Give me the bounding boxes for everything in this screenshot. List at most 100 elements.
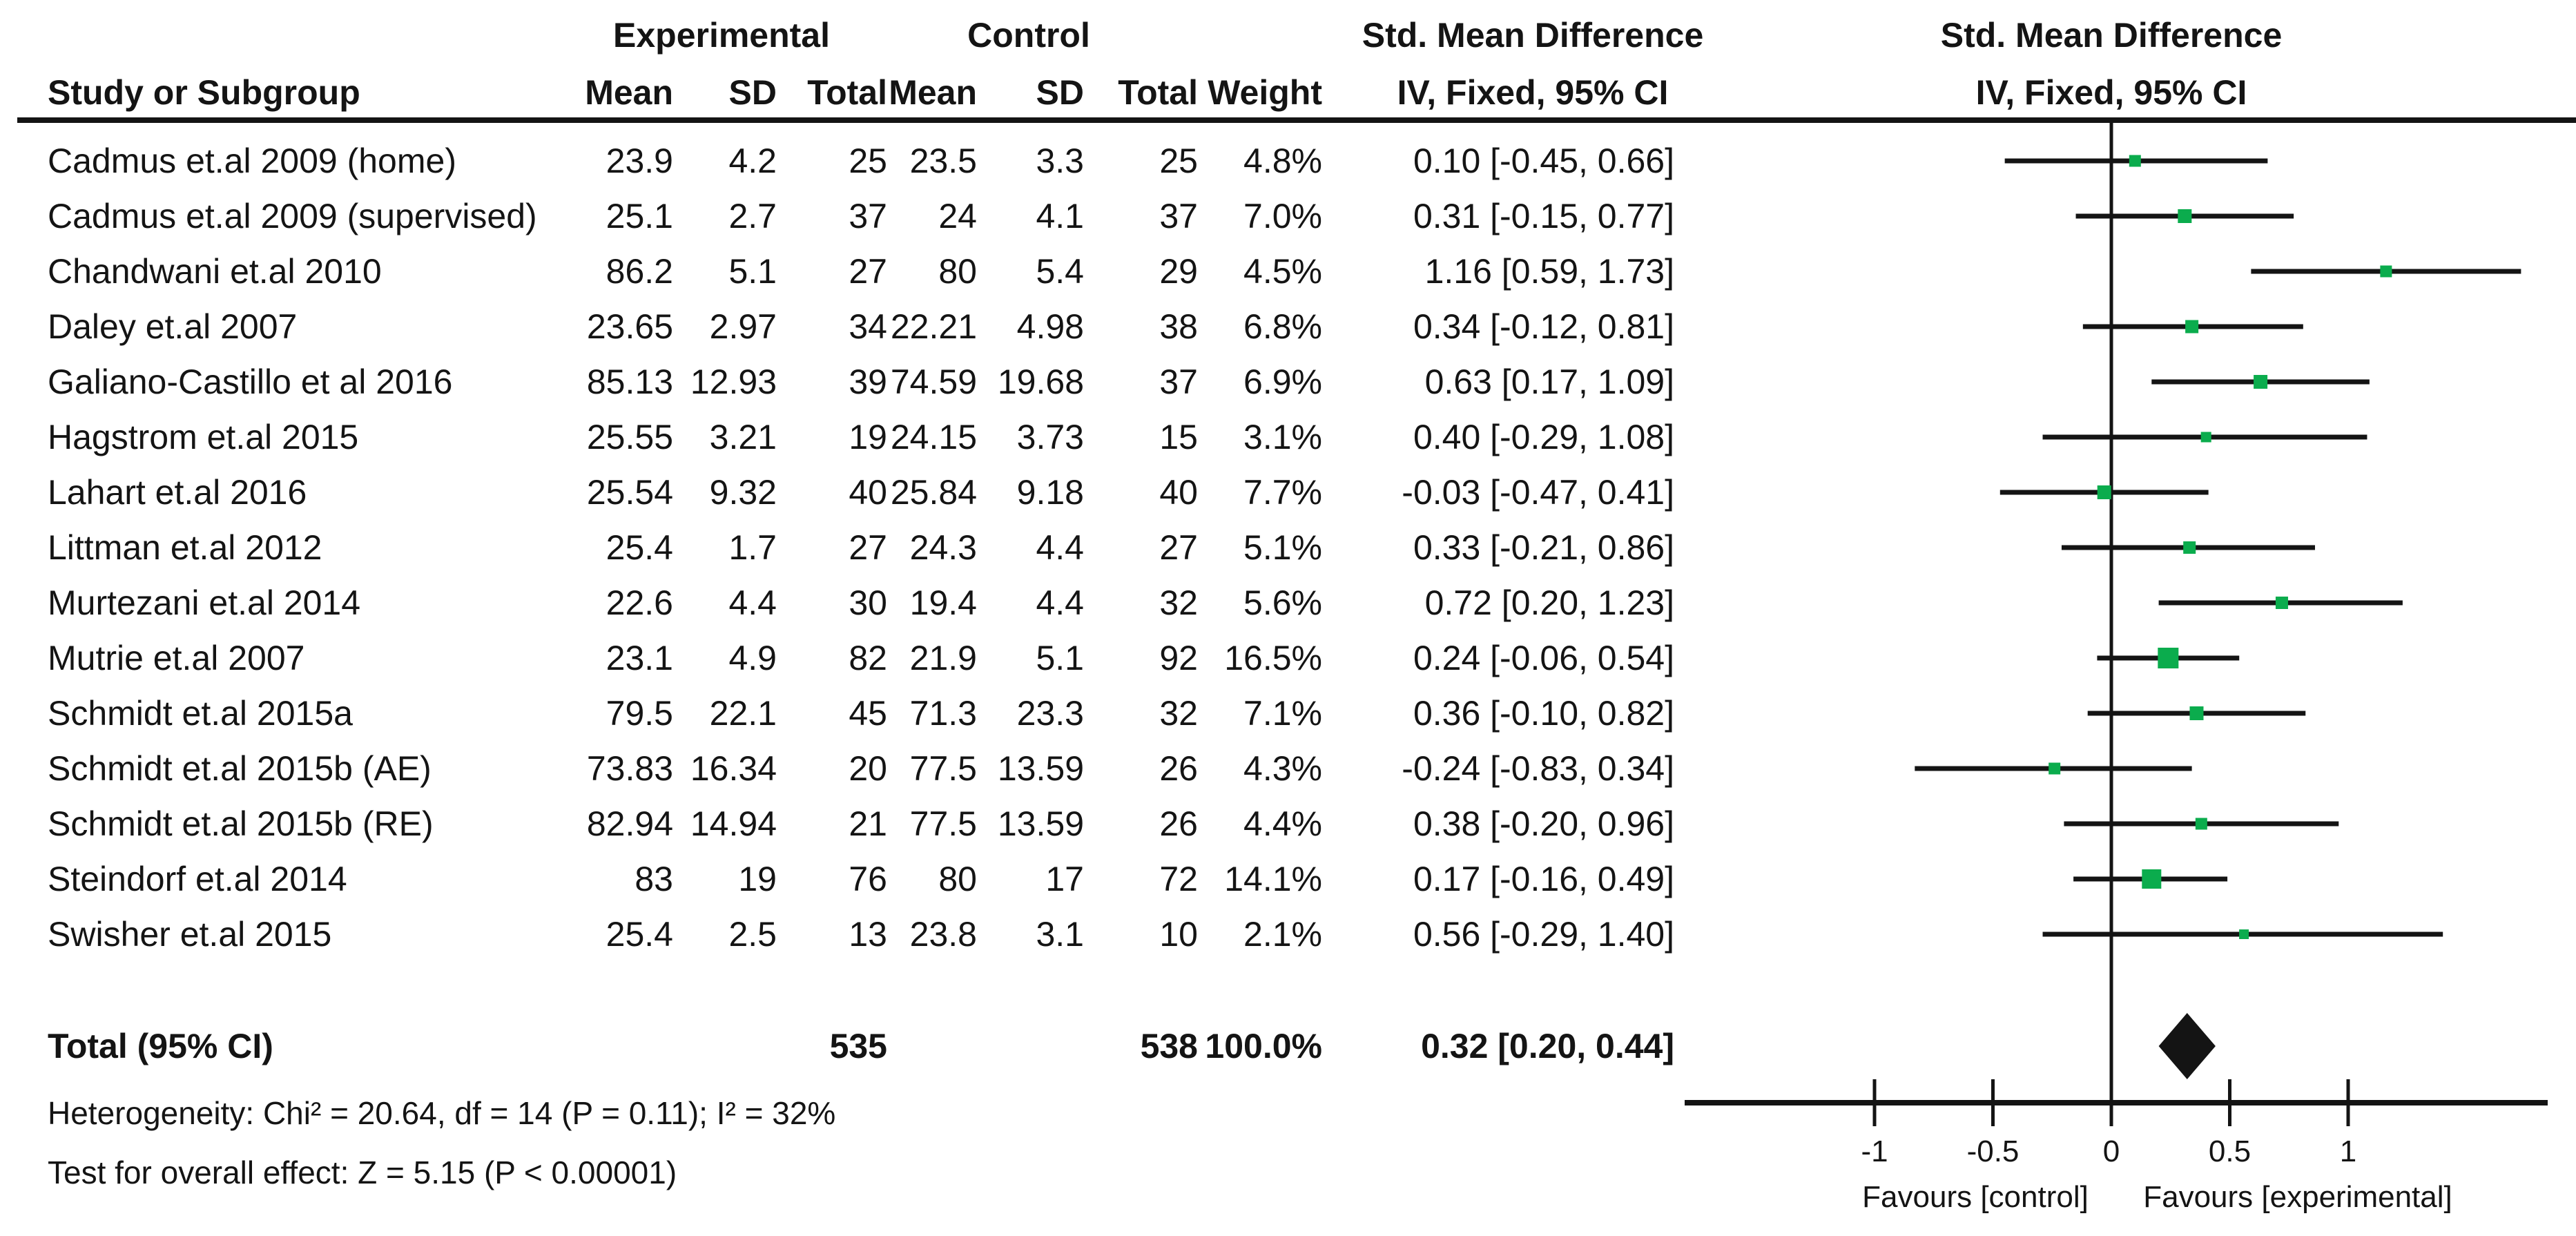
cell-experimental-sd: 16.34 bbox=[690, 749, 777, 788]
total-row: Total (95% CI) 535 538 100.0% 0.32 [0.20… bbox=[0, 1018, 2576, 1074]
cell-control-total: 26 bbox=[1159, 749, 1198, 788]
cell-experimental-sd: 19 bbox=[738, 860, 777, 898]
cell-experimental-mean: 85.13 bbox=[586, 363, 673, 401]
cell-ci-text: 1.16 [0.59, 1.73] bbox=[1424, 252, 1674, 291]
cell-control-sd: 13.59 bbox=[997, 804, 1084, 843]
cell-experimental-total: 27 bbox=[849, 528, 887, 567]
table-row: Littman et.al 2012 25.4 1.7 27 24.3 4.4 … bbox=[0, 520, 2576, 575]
cell-weight: 4.8% bbox=[1243, 142, 1322, 180]
cell-control-sd: 19.68 bbox=[997, 363, 1084, 401]
cell-experimental-sd: 1.7 bbox=[728, 528, 777, 567]
cell-weight: 4.4% bbox=[1243, 804, 1322, 843]
cell-ci-text: 0.38 [-0.20, 0.96] bbox=[1413, 804, 1674, 843]
cell-control-sd: 13.59 bbox=[997, 749, 1084, 788]
column-header-total-control: Total bbox=[1118, 73, 1198, 112]
cell-control-mean: 80 bbox=[938, 252, 977, 291]
cell-experimental-mean: 83 bbox=[635, 860, 673, 898]
cell-control-total: 25 bbox=[1159, 142, 1198, 180]
cell-experimental-mean: 22.6 bbox=[606, 583, 673, 622]
total-control-n: 538 bbox=[1140, 1027, 1198, 1065]
cell-experimental-total: 20 bbox=[849, 749, 887, 788]
cell-experimental-mean: 25.4 bbox=[606, 915, 673, 954]
cell-control-sd: 17 bbox=[1045, 860, 1084, 898]
axis-tick bbox=[2346, 1079, 2350, 1126]
axis-tick-label: 0.5 bbox=[2209, 1134, 2251, 1168]
cell-control-total: 38 bbox=[1159, 307, 1198, 346]
cell-ci-text: 0.56 [-0.29, 1.40] bbox=[1413, 915, 1674, 954]
cell-control-mean: 80 bbox=[938, 860, 977, 898]
cell-experimental-total: 39 bbox=[849, 363, 887, 401]
column-header-mean-control: Mean bbox=[889, 73, 977, 112]
header-rule bbox=[17, 117, 2576, 123]
group-header-smd-text: Std. Mean Difference bbox=[1362, 16, 1704, 55]
cell-control-mean: 24 bbox=[938, 197, 977, 235]
cell-control-total: 26 bbox=[1159, 804, 1198, 843]
cell-control-mean: 22.21 bbox=[890, 307, 977, 346]
column-header-sd-experimental: SD bbox=[728, 73, 777, 112]
cell-experimental-total: 45 bbox=[849, 694, 887, 733]
table-row: Steindorf et.al 2014 83 19 76 80 17 72 1… bbox=[0, 851, 2576, 907]
cell-experimental-total: 19 bbox=[849, 418, 887, 456]
axis-tick bbox=[1991, 1079, 1995, 1126]
cell-weight: 16.5% bbox=[1224, 639, 1322, 677]
group-header-smd-plot: Std. Mean Difference bbox=[1940, 16, 2283, 55]
cell-control-sd: 4.98 bbox=[1016, 307, 1084, 346]
cell-study-name: Murtezani et.al 2014 bbox=[48, 583, 361, 622]
cell-control-sd: 3.3 bbox=[1036, 142, 1084, 180]
cell-weight: 5.6% bbox=[1243, 583, 1322, 622]
cell-ci-text: 0.72 [0.20, 1.23] bbox=[1424, 583, 1674, 622]
group-header-control: Control bbox=[967, 16, 1090, 55]
cell-experimental-mean: 23.65 bbox=[586, 307, 673, 346]
cell-control-mean: 25.84 bbox=[890, 473, 977, 512]
cell-control-mean: 77.5 bbox=[909, 804, 977, 843]
cell-experimental-sd: 4.4 bbox=[728, 583, 777, 622]
cell-experimental-sd: 3.21 bbox=[709, 418, 777, 456]
cell-weight: 4.5% bbox=[1243, 252, 1322, 291]
cell-experimental-sd: 9.32 bbox=[709, 473, 777, 512]
cell-control-sd: 9.18 bbox=[1016, 473, 1084, 512]
cell-experimental-mean: 82.94 bbox=[586, 804, 673, 843]
overall-effect-stats: Test for overall effect: Z = 5.15 (P < 0… bbox=[48, 1155, 677, 1190]
cell-control-total: 32 bbox=[1159, 694, 1198, 733]
column-header-total-experimental: Total bbox=[807, 73, 887, 112]
cell-experimental-total: 34 bbox=[849, 307, 887, 346]
cell-experimental-total: 76 bbox=[849, 860, 887, 898]
table-row: Swisher et.al 2015 25.4 2.5 13 23.8 3.1 … bbox=[0, 907, 2576, 962]
cell-experimental-total: 30 bbox=[849, 583, 887, 622]
cell-experimental-sd: 4.2 bbox=[728, 142, 777, 180]
cell-weight: 5.1% bbox=[1243, 528, 1322, 567]
table-row: Schmidt et.al 2015a 79.5 22.1 45 71.3 23… bbox=[0, 686, 2576, 741]
cell-ci-text: 0.17 [-0.16, 0.49] bbox=[1413, 860, 1674, 898]
cell-control-total: 15 bbox=[1159, 418, 1198, 456]
cell-ci-text: 0.36 [-0.10, 0.82] bbox=[1413, 694, 1674, 733]
axis-tick-label: 0 bbox=[2103, 1134, 2120, 1168]
cell-weight: 3.1% bbox=[1243, 418, 1322, 456]
cell-study-name: Swisher et.al 2015 bbox=[48, 915, 332, 954]
cell-weight: 7.7% bbox=[1243, 473, 1322, 512]
favours-control-label: Favours [control] bbox=[1862, 1180, 2089, 1214]
cell-control-sd: 5.1 bbox=[1036, 639, 1084, 677]
axis-tick-label: -0.5 bbox=[1967, 1134, 2020, 1168]
cell-ci-text: 0.40 [-0.29, 1.08] bbox=[1413, 418, 1674, 456]
column-header-sd-control: SD bbox=[1036, 73, 1084, 112]
x-axis bbox=[1685, 1100, 2548, 1105]
cell-ci-text: -0.03 [-0.47, 0.41] bbox=[1402, 473, 1674, 512]
cell-control-sd: 4.1 bbox=[1036, 197, 1084, 235]
cell-study-name: Chandwani et.al 2010 bbox=[48, 252, 382, 291]
axis-tick-label: 1 bbox=[2340, 1134, 2356, 1168]
cell-control-mean: 74.59 bbox=[890, 363, 977, 401]
cell-control-total: 27 bbox=[1159, 528, 1198, 567]
cell-experimental-total: 25 bbox=[849, 142, 887, 180]
cell-weight: 4.3% bbox=[1243, 749, 1322, 788]
cell-study-name: Cadmus et.al 2009 (home) bbox=[48, 142, 456, 180]
axis-tick bbox=[2109, 1079, 2113, 1126]
cell-ci-text: 0.33 [-0.21, 0.86] bbox=[1413, 528, 1674, 567]
table-row: Galiano-Castillo et al 2016 85.13 12.93 … bbox=[0, 354, 2576, 409]
cell-weight: 6.9% bbox=[1243, 363, 1322, 401]
cell-weight: 6.8% bbox=[1243, 307, 1322, 346]
cell-experimental-mean: 23.9 bbox=[606, 142, 673, 180]
cell-control-mean: 23.8 bbox=[909, 915, 977, 954]
cell-study-name: Lahart et.al 2016 bbox=[48, 473, 307, 512]
cell-experimental-mean: 25.4 bbox=[606, 528, 673, 567]
